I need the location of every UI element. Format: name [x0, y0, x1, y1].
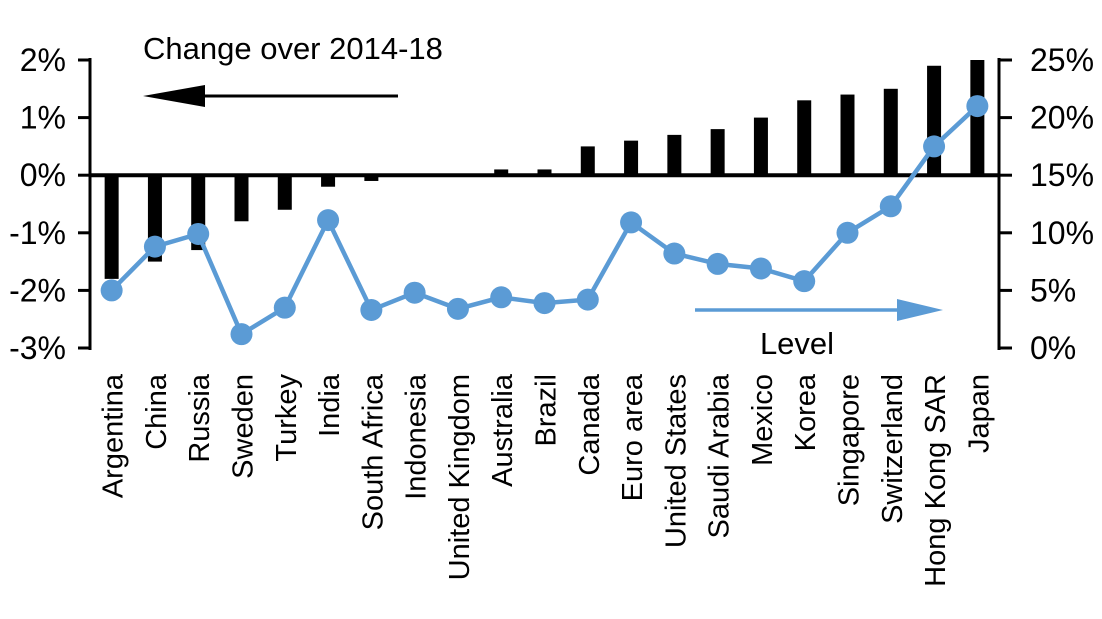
left-tick-label: 0%	[20, 157, 66, 193]
x-label-united-states: United States	[660, 374, 692, 548]
change-series-annotation: Change over 2014-18	[143, 31, 443, 66]
right-arrow	[695, 299, 943, 321]
level-series-annotation: Level	[760, 326, 834, 361]
dot-hong-kong-sar	[923, 135, 946, 158]
bar-japan	[970, 60, 985, 176]
bar-canada	[580, 146, 595, 176]
x-label-singapore: Singapore	[834, 374, 866, 506]
bars-layer	[104, 60, 985, 279]
bar-euro-area	[624, 140, 639, 176]
right-arrow-head-icon	[897, 299, 943, 321]
bar-south-africa	[364, 175, 379, 181]
bar-argentina	[104, 175, 119, 279]
axes-layer: 2% 1% 0% -1% -2% -3% 25% 20% 15% 10% 5% 0%	[9, 42, 1094, 366]
dot-brazil	[533, 292, 556, 315]
x-label-saudi-arabia: Saudi Arabia	[704, 373, 736, 538]
x-label-japan: Japan	[963, 374, 995, 453]
dot-canada	[576, 288, 599, 311]
x-label-indonesia: Indonesia	[401, 373, 433, 500]
bar-korea	[797, 100, 812, 176]
dot-china	[143, 235, 166, 258]
left-arrow-head-icon	[143, 85, 205, 107]
dot-singapore	[836, 221, 859, 244]
dot-switzerland	[879, 195, 902, 218]
dot-euro-area	[620, 211, 643, 234]
right-tick-label: 20%	[1030, 100, 1094, 136]
bar-sweden	[234, 175, 249, 222]
x-label-russia: Russia	[184, 373, 216, 463]
dot-korea	[793, 270, 816, 293]
dot-japan	[966, 95, 989, 118]
bar-australia	[494, 169, 509, 176]
dot-united-kingdom	[446, 297, 469, 320]
x-label-turkey: Turkey	[271, 374, 303, 462]
right-tick-label: 25%	[1030, 42, 1094, 78]
dot-indonesia	[403, 281, 426, 304]
bar-singapore	[840, 94, 855, 176]
x-label-south-africa: South Africa	[357, 373, 389, 530]
x-label-switzerland: Switzerland	[877, 374, 909, 524]
dot-south-africa	[360, 298, 383, 321]
left-tick-label: 1%	[20, 100, 66, 136]
bar-mexico	[753, 117, 768, 176]
dot-saudi-arabia	[706, 252, 729, 275]
left-tick-label: -1%	[9, 215, 66, 251]
dot-india	[317, 209, 340, 232]
bar-united-states	[667, 134, 682, 176]
x-label-canada: Canada	[574, 373, 606, 475]
right-tick-label: 15%	[1030, 157, 1094, 193]
dot-united-states	[663, 242, 686, 265]
x-label-australia: Australia	[487, 373, 519, 487]
right-tick-label: 5%	[1030, 272, 1076, 308]
right-tick-label: 10%	[1030, 215, 1094, 251]
bar-turkey	[277, 175, 292, 210]
bar-hong-kong-sar	[927, 65, 942, 176]
x-label-argentina: Argentina	[98, 373, 130, 498]
x-label-brazil: Brazil	[531, 374, 563, 447]
x-label-united-kingdom: United Kingdom	[444, 374, 476, 580]
x-label-hong-kong-sar: Hong Kong SAR	[920, 374, 952, 587]
dot-argentina	[100, 279, 123, 302]
bar-india	[321, 175, 336, 187]
line-layer	[100, 95, 989, 346]
left-tick-label: 2%	[20, 42, 66, 78]
bar-saudi-arabia	[710, 129, 725, 176]
dot-mexico	[749, 257, 772, 280]
left-tick-label: -3%	[9, 330, 66, 366]
x-label-korea: Korea	[790, 373, 822, 451]
dot-turkey	[273, 296, 296, 319]
x-axis-labels: Argentina China Russia Sweden Turkey India Sou…	[98, 373, 996, 587]
x-label-china: China	[141, 373, 173, 450]
x-label-mexico: Mexico	[747, 374, 779, 466]
bar-switzerland	[883, 88, 898, 176]
dot-sweden	[230, 323, 253, 346]
dot-australia	[490, 286, 513, 309]
right-tick-label: 0%	[1030, 330, 1076, 366]
x-label-india: India	[314, 373, 346, 437]
x-label-euro-area: Euro area	[617, 373, 649, 501]
dot-russia	[187, 222, 210, 245]
x-label-sweden: Sweden	[228, 374, 260, 479]
left-tick-label: -2%	[9, 272, 66, 308]
left-arrow	[143, 85, 398, 107]
bar-brazil	[537, 169, 552, 176]
